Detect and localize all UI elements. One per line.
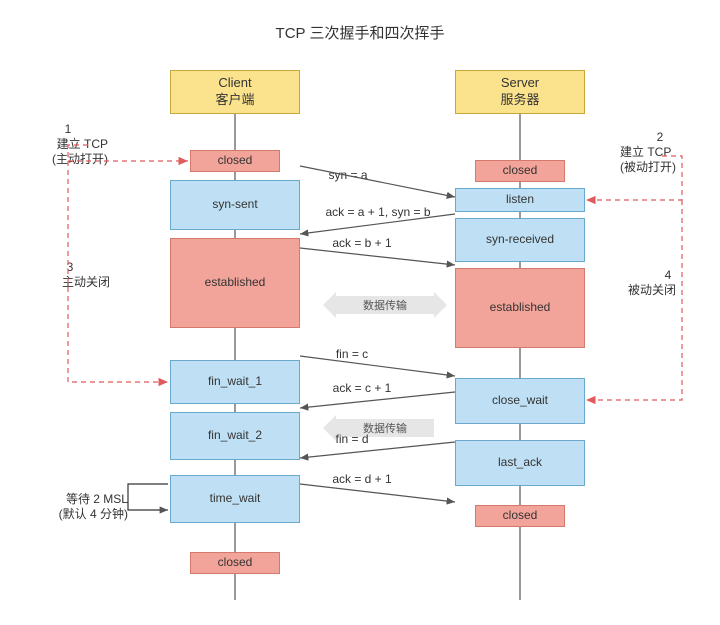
note-n3: 3主动关闭 — [30, 260, 110, 290]
note-n5: 等待 2 MSL(默认 4 分钟) — [48, 492, 128, 522]
client-state-established: established — [170, 238, 300, 328]
client-header-l1: Client — [215, 75, 254, 92]
server-state-last-ack: last_ack — [455, 440, 585, 486]
diagram-title: TCP 三次握手和四次挥手 — [0, 22, 720, 43]
server-state-syn-received: syn-received — [455, 218, 585, 262]
note-n4: 4被动关闭 — [628, 268, 708, 298]
data-transfer-arrow: 数据传输 — [336, 296, 434, 314]
msg-label-m-fin1: fin = c — [282, 347, 422, 361]
client-state-closed: closed — [190, 150, 280, 172]
server-state-listen: listen — [455, 188, 585, 212]
client-state-fin-wait-1: fin_wait_1 — [170, 360, 300, 404]
note-n1: 1建立 TCP(主动打开) — [28, 122, 108, 167]
server-state-close-wait: close_wait — [455, 378, 585, 424]
msg-label-m-ackfin2: ack = d + 1 — [292, 472, 432, 486]
client-state-syn-sent: syn-sent — [170, 180, 300, 230]
server-state-closed: closed — [475, 505, 565, 527]
client-state-fin-wait-2: fin_wait_2 — [170, 412, 300, 460]
msg-label-m-ackfin1: ack = c + 1 — [292, 381, 432, 395]
server-state-closed: closed — [475, 160, 565, 182]
msg-label-m-syn: syn = a — [278, 168, 418, 182]
server-header-l2: 服务器 — [500, 92, 539, 109]
client-state-time-wait: time_wait — [170, 475, 300, 523]
client-state-closed: closed — [190, 552, 280, 574]
server-header: Server 服务器 — [455, 70, 585, 114]
server-header-l1: Server — [500, 75, 539, 92]
client-header: Client 客户端 — [170, 70, 300, 114]
client-header-l2: 客户端 — [215, 92, 254, 109]
msg-label-m-ack1: ack = b + 1 — [292, 236, 432, 250]
msg-label-m-fin2: fin = d — [282, 432, 422, 446]
msg-label-m-synack: ack = a + 1, syn = b — [308, 205, 448, 219]
server-state-established: established — [455, 268, 585, 348]
note-n2: 2建立 TCP(被动打开) — [620, 130, 700, 175]
